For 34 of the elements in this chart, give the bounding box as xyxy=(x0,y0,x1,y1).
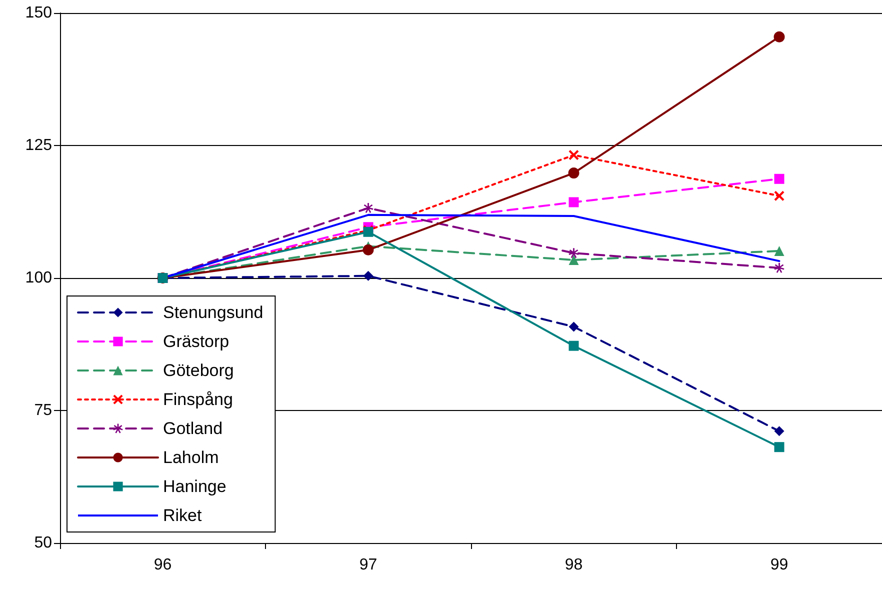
point xyxy=(363,203,374,214)
x-tick-label: 96 xyxy=(154,556,172,574)
point xyxy=(362,244,374,256)
point xyxy=(568,248,579,258)
point xyxy=(774,426,784,436)
point xyxy=(568,197,579,208)
legend-label: Riket xyxy=(163,506,202,525)
legend-label: Gotland xyxy=(163,419,223,438)
legend-label: Haninge xyxy=(163,477,226,496)
legend-label: Laholm xyxy=(163,448,219,467)
y-tick-label: 150 xyxy=(25,4,52,22)
legend-label: Stenungsund xyxy=(163,303,264,322)
point xyxy=(774,442,784,452)
point xyxy=(568,168,580,179)
y-tick-label: 100 xyxy=(25,270,52,286)
legend-label: Grästorp xyxy=(163,332,230,351)
point xyxy=(568,322,579,332)
point xyxy=(774,246,784,256)
point xyxy=(774,190,784,201)
x-tick-label: 99 xyxy=(770,556,788,574)
point xyxy=(774,262,784,273)
point xyxy=(568,150,579,160)
point xyxy=(568,340,579,351)
point xyxy=(363,270,374,281)
y-tick-label: 75 xyxy=(34,402,52,419)
point xyxy=(774,174,784,184)
y-tick-label: 125 xyxy=(25,137,52,154)
legend-label: Finspång xyxy=(163,390,233,409)
x-tick-label: 98 xyxy=(564,556,583,574)
point xyxy=(568,254,579,265)
legend-label: Göteborg xyxy=(163,361,234,380)
y-tick-label: 50 xyxy=(34,534,52,552)
point xyxy=(774,31,785,42)
x-tick-label: 97 xyxy=(359,556,378,574)
